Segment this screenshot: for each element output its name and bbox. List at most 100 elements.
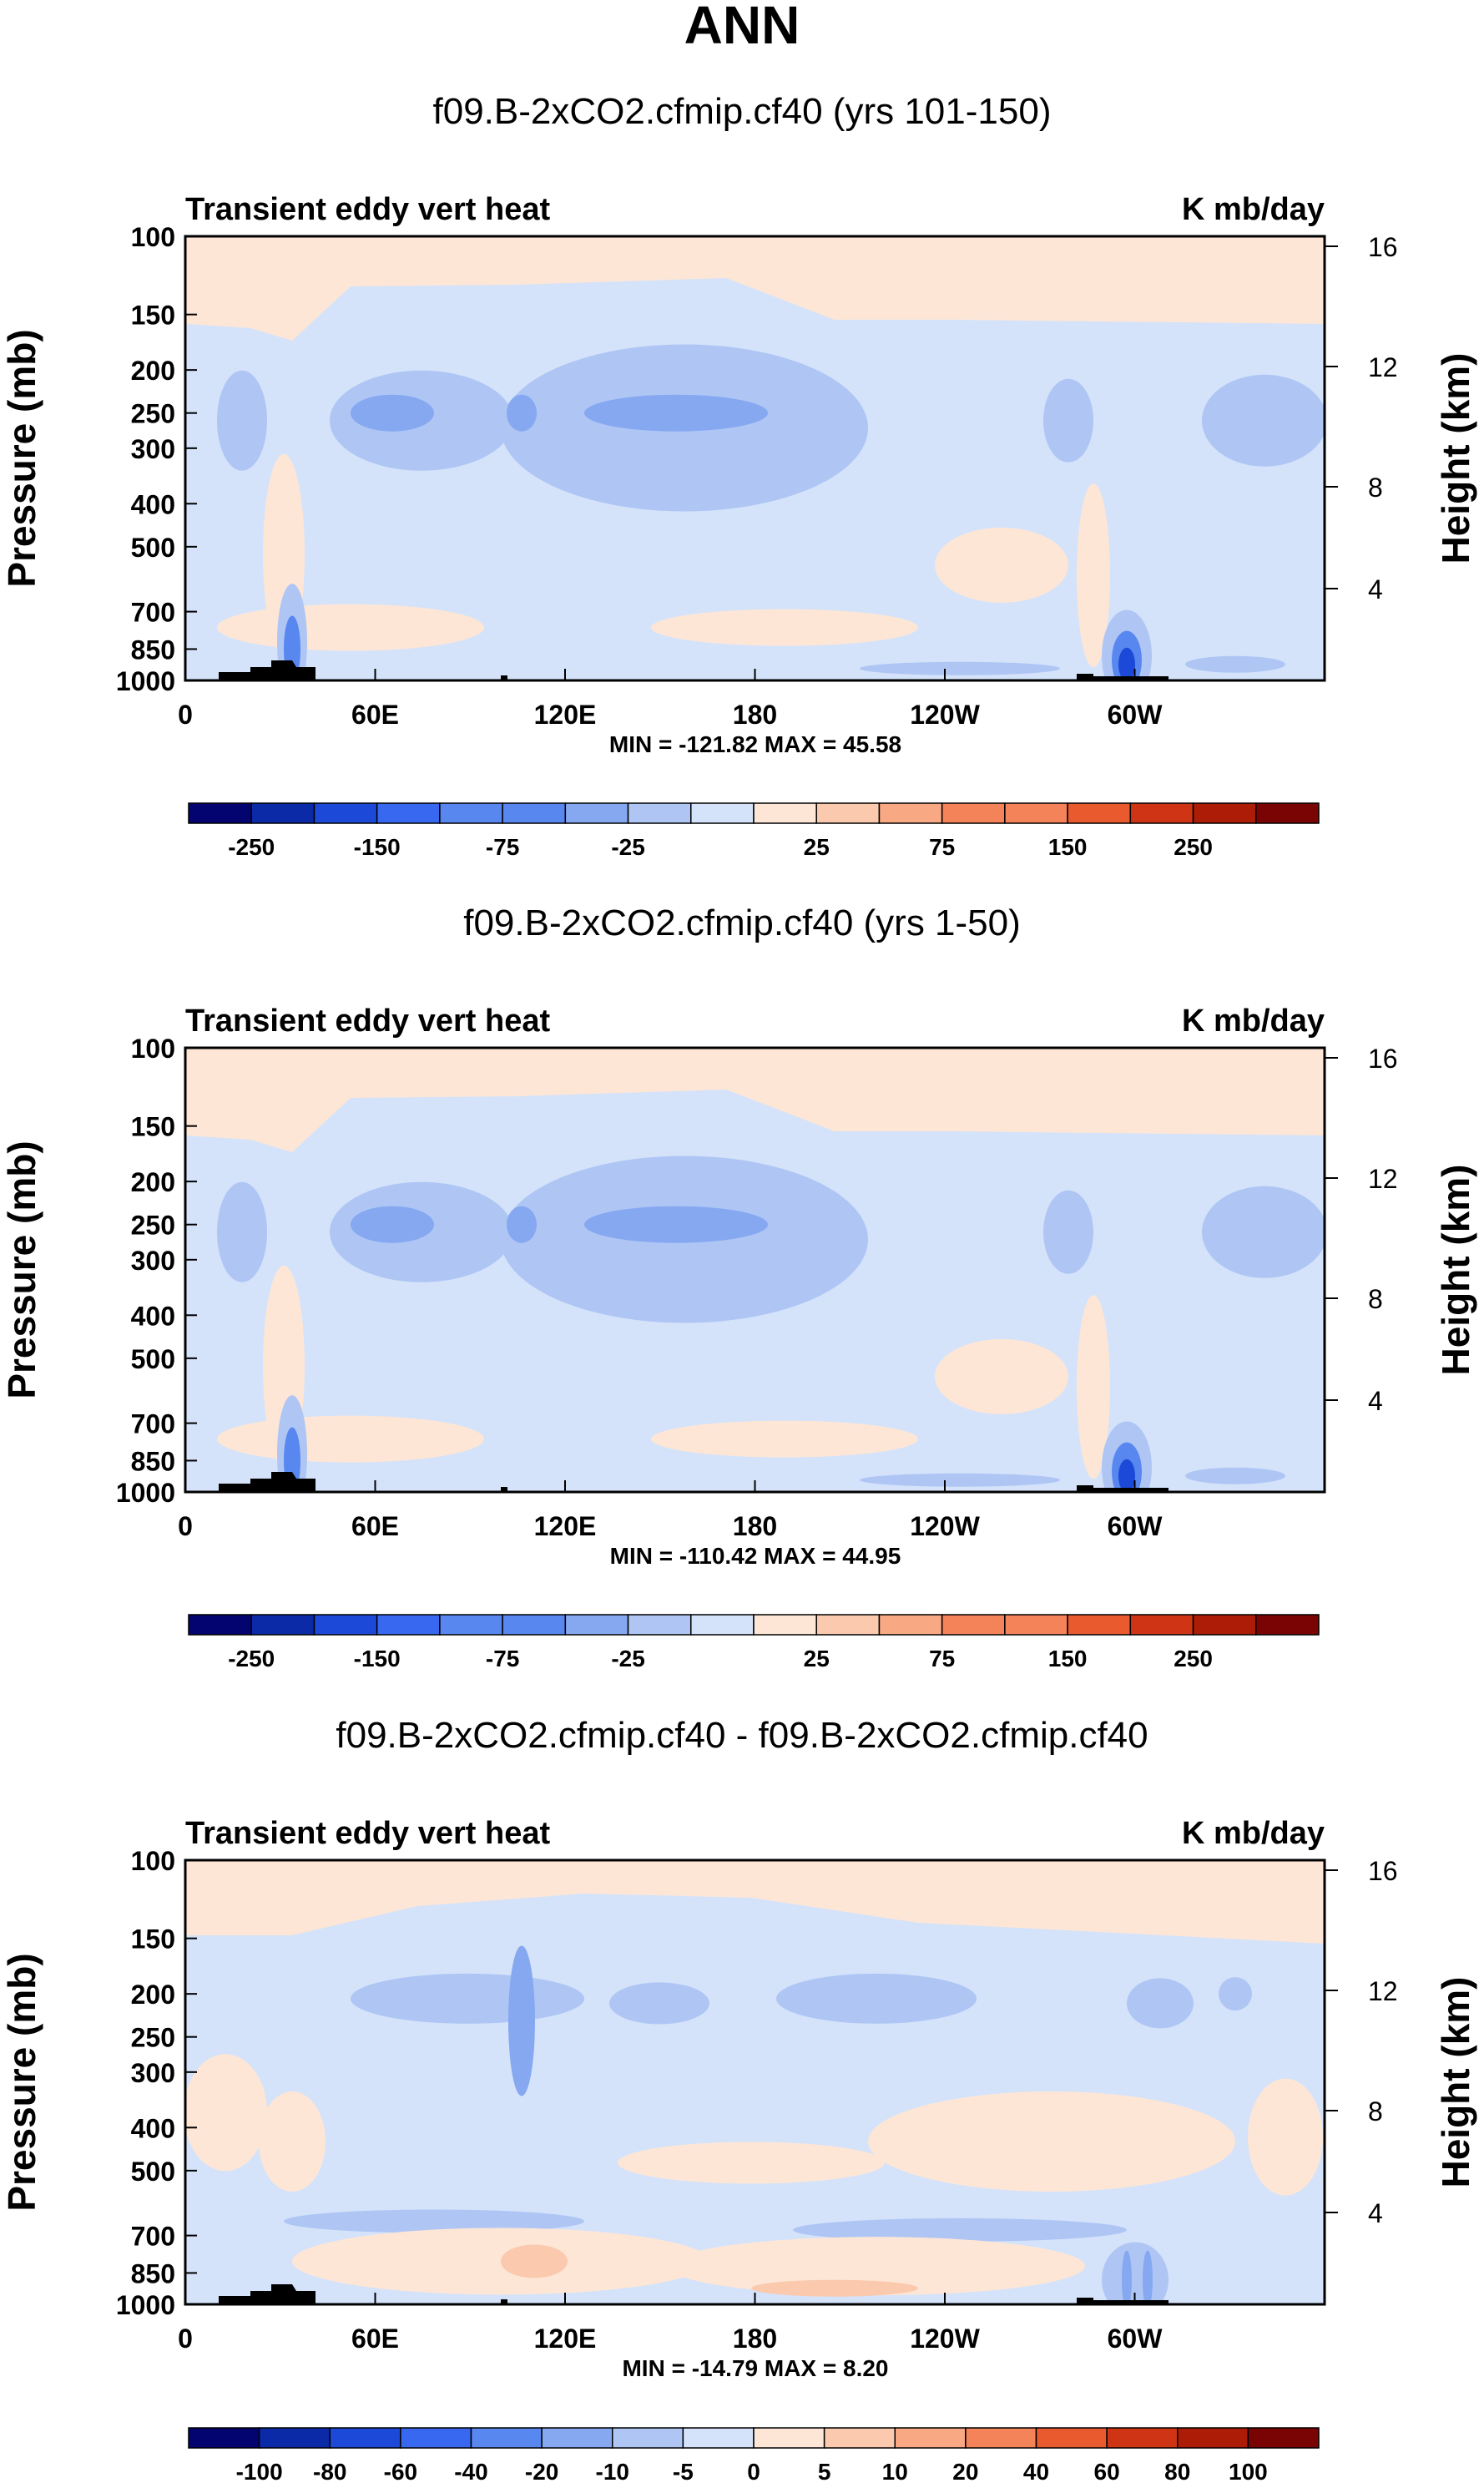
colorbar-box [1106,2427,1179,2449]
positive-region [185,2054,267,2172]
y-tick-label: 150 [131,301,175,331]
colorbar-box [894,2427,967,2449]
x-tick-label: 0 [178,700,193,730]
y-tick-label: 500 [131,2157,175,2187]
negative-band [776,1973,977,2024]
colorbar-label: 150 [1048,834,1088,860]
y-tick-label: 200 [131,1167,175,1197]
colorbar-label: 80 [1164,2459,1190,2483]
colorbar-box [878,802,943,824]
colorbar-box [258,2427,331,2449]
negative-core [1122,2250,1132,2304]
negative-band [609,1982,709,2025]
x-tick-label: 180 [733,1511,777,1541]
colorbar-box [470,2427,543,2449]
surface-negative [1185,655,1285,673]
jet-core [351,394,434,432]
jet-negative [1043,1190,1093,1274]
colorbar-label: 25 [804,834,830,860]
jet-core [507,1206,537,1243]
y-right-tick-label: 16 [1368,1044,1398,1074]
colorbar-box [965,2427,1037,2449]
x-tick-label: 0 [178,1511,193,1541]
jet-negative [1043,378,1093,463]
colorbar-label: -25 [611,1646,644,1671]
y-tick-label: 700 [131,2222,175,2252]
surface-negative [860,1473,1060,1487]
colorbar-label: -150 [354,834,401,860]
terrain [219,660,315,680]
jet-core [351,1206,434,1243]
terrain [1077,1485,1169,1492]
y-right-tick-label: 4 [1368,2198,1383,2228]
colorbar-box [439,1614,503,1636]
y-right-tick-label: 4 [1368,1386,1383,1416]
x-tick-label: 120E [534,700,597,730]
chart-title: f09.B-2xCO2.cfmip.cf40 (yrs 1-50) [463,903,1021,943]
negative-core [508,1945,535,2096]
colorbar-label: -40 [454,2459,487,2483]
negative-core [1143,2250,1153,2304]
y-tick-label: 100 [131,1846,175,1876]
colorbar-box [400,2427,472,2449]
low-positive [1077,1295,1110,1479]
colorbar-box [690,802,755,824]
terrain [501,1487,507,1492]
contour-field [185,236,1325,680]
colorbar-label: -250 [228,834,275,860]
y-tick-label: 700 [131,1409,175,1439]
y-tick-label: 850 [131,635,175,665]
stratosphere-positive [185,1860,1325,1944]
y-axis-label: Pressure (mb) [0,1953,43,2211]
plot-area [184,1046,1326,1494]
y-tick-label: 250 [131,1211,175,1241]
negative-band [351,1973,584,2024]
colorbar-box [1192,1614,1257,1636]
colorbar-box [376,1614,441,1636]
negative-band [793,2218,1127,2242]
x-tick-label: 180 [733,2324,777,2354]
y-tick-label: 300 [131,2058,175,2088]
contour-field [185,1048,1325,1492]
colorbar-label: 0 [747,2459,760,2483]
colorbar-box [1192,802,1257,824]
colorbar: -250 -150 -75 -25 25 75 150 250 [188,1614,1320,1671]
colorbar-box [941,802,1006,824]
x-tick-label: 60E [351,2324,399,2354]
colorbar-box [313,1614,378,1636]
colorbar-box [612,2427,684,2449]
colorbar-label: 5 [818,2459,831,2483]
x-tick-label: 0 [178,2324,193,2354]
colorbar-box [439,802,503,824]
colorbar-box [1129,802,1194,824]
colorbar-box [1129,1614,1194,1636]
colorbar-box [1177,2427,1249,2449]
colorbar-label: -100 [236,2459,283,2483]
colorbar-label: -75 [486,834,519,860]
positive-region [1248,2078,1323,2196]
panels: f09.B-2xCO2.cfmip.cf40 (yrs 101-150) Tran… [0,91,1477,2483]
colorbar-box [502,802,567,824]
low-positive [217,1415,484,1463]
colorbar-label: 40 [1023,2459,1049,2483]
colorbar-box [250,1614,315,1636]
colorbar-box [753,1614,817,1636]
positive-region [618,2142,885,2184]
terrain [501,675,507,680]
colorbar-label: 250 [1174,1646,1213,1671]
y-axis-label: Pressure (mb) [0,1140,43,1398]
chart-panel-1: f09.B-2xCO2.cfmip.cf40 (yrs 101-150) Tran… [0,91,1477,860]
y-tick-label: 200 [131,356,175,386]
y-tick-label: 300 [131,434,175,464]
page-title: ANN [684,0,800,55]
y-tick-label: 500 [131,1344,175,1374]
jet-negative [1202,374,1325,467]
y-tick-label: 400 [131,489,175,519]
chart-panel-3: f09.B-2xCO2.cfmip.cf40 - f09.B-2xCO2.cfm… [0,1715,1477,2483]
y-right-axis-label: Height (km) [1434,1977,1477,2188]
positive-region [668,2237,1085,2296]
y-tick-label: 500 [131,533,175,563]
contour-field [185,1860,1325,2304]
x-tick-label: 60E [351,700,399,730]
